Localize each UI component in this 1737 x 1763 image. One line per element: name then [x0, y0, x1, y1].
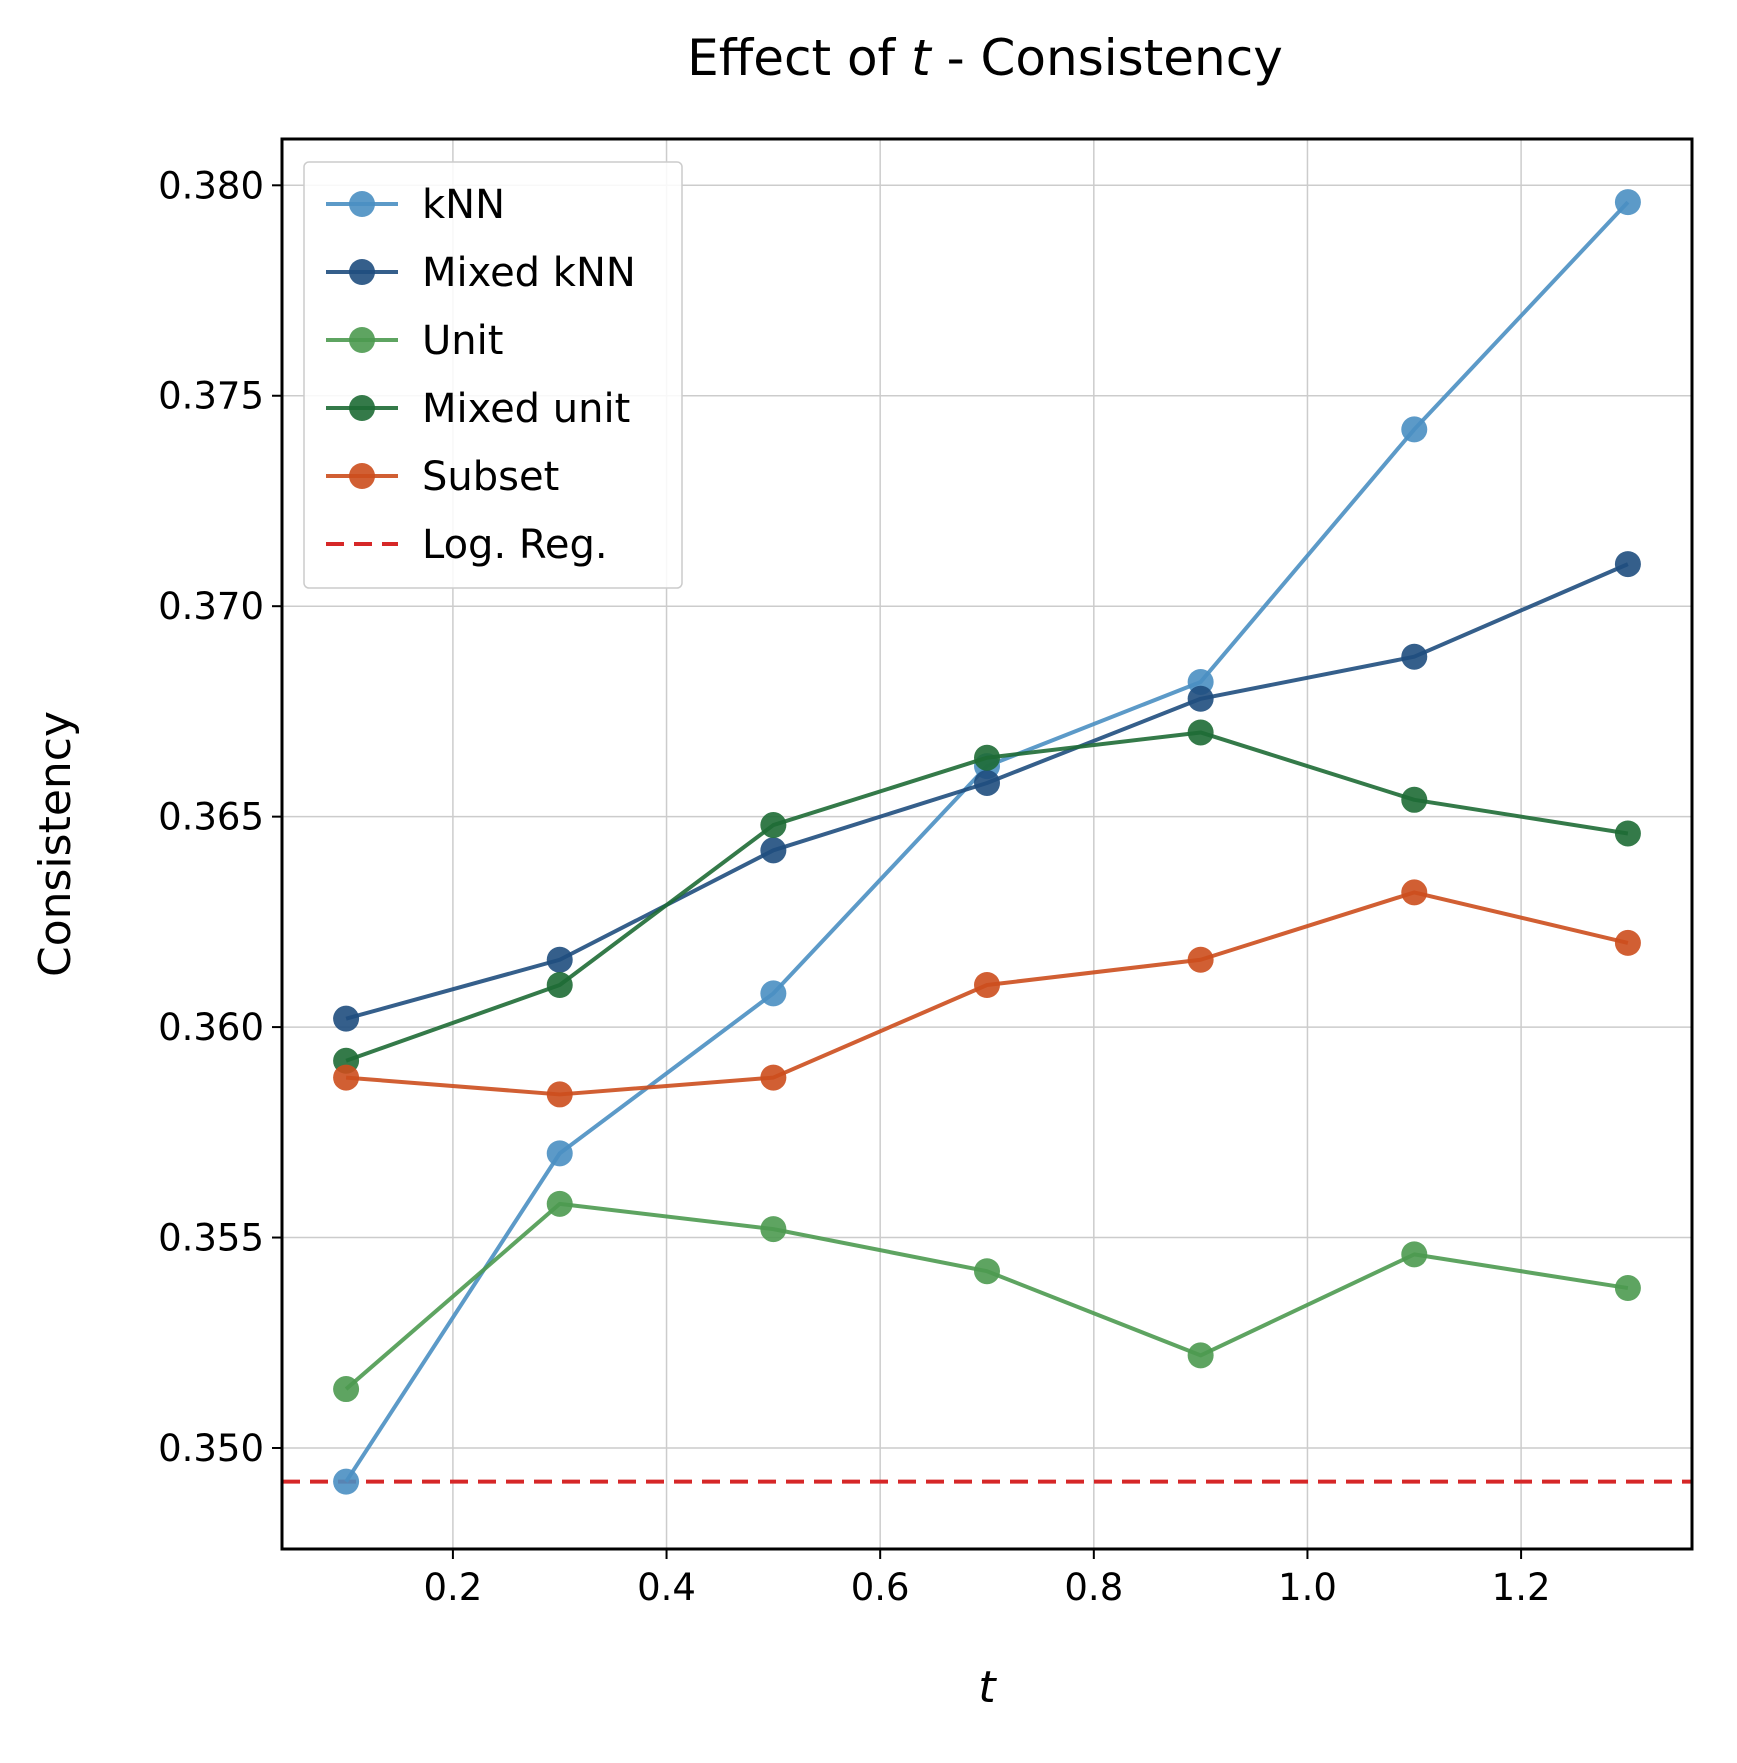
- legend-marker: [349, 395, 375, 421]
- data-point-unit: [760, 1216, 787, 1243]
- plot-frame: [280, 137, 1694, 1551]
- data-point-subset: [974, 972, 1000, 998]
- x-axis-ticks: 0.2 0.4 0.6 0.8 1.0 1.2: [423, 1549, 1551, 1609]
- data-point-knn: [546, 1140, 573, 1167]
- y-tick-label: 0.355: [158, 1217, 264, 1260]
- data-point-unit: [974, 1258, 1000, 1285]
- data-point-mixed-knn: [546, 946, 573, 973]
- data-point-mixed-unit: [1187, 719, 1214, 746]
- data-point-knn: [760, 980, 787, 1007]
- x-tick-label: 0.8: [1064, 1566, 1123, 1609]
- data-point-mixed-knn: [1614, 551, 1641, 578]
- data-point-unit: [546, 1190, 573, 1217]
- data-point-unit: [1614, 1275, 1641, 1302]
- data-point-mixed-unit: [1614, 820, 1641, 847]
- series-subset: [333, 879, 1641, 1108]
- legend-marker: [349, 327, 375, 353]
- series-mixed-knn: [333, 551, 1641, 1032]
- data-point-subset: [1614, 929, 1641, 956]
- data-point-mixed-knn: [333, 1005, 360, 1032]
- x-tick-label: 0.6: [851, 1566, 910, 1609]
- data-point-subset: [333, 1064, 360, 1091]
- data-point-mixed-knn: [760, 837, 787, 864]
- legend-item-log-reg-: Log. Reg.: [326, 522, 608, 568]
- x-tick-label: 0.2: [423, 1566, 482, 1609]
- legend-marker: [349, 259, 375, 285]
- chart-title: Effect of t - Consistency: [687, 29, 1283, 87]
- legend: kNN Mixed kNN Unit Mixed unit Subset Log. Reg…: [303, 161, 683, 589]
- legend-label: Log. Reg.: [422, 522, 608, 568]
- legend-item-mixed-unit: Mixed unit: [326, 386, 630, 432]
- y-axis-ticks: 0.350 0.355 0.360 0.365 0.370 0.375 0.380: [158, 164, 282, 1470]
- series-unit: [333, 1190, 1641, 1403]
- y-tick-label: 0.360: [158, 1006, 264, 1049]
- legend-marker: [349, 463, 375, 489]
- legend-label: Mixed kNN: [422, 250, 636, 296]
- x-tick-label: 0.4: [637, 1566, 696, 1609]
- data-point-mixed-knn: [974, 769, 1000, 796]
- data-point-unit: [1187, 1342, 1214, 1369]
- legend-label: kNN: [422, 182, 505, 228]
- data-point-mixed-knn: [1187, 685, 1214, 712]
- x-tick-label: 1.0: [1278, 1566, 1337, 1609]
- data-point-unit: [333, 1376, 360, 1403]
- data-point-knn: [333, 1468, 360, 1495]
- y-tick-label: 0.365: [158, 796, 264, 839]
- legend-item-mixed-knn: Mixed kNN: [326, 250, 636, 296]
- x-tick-label: 1.2: [1492, 1566, 1551, 1609]
- data-point-mixed-unit: [974, 744, 1000, 771]
- data-point-mixed-unit: [1401, 786, 1428, 813]
- data-point-mixed-unit: [760, 812, 787, 839]
- y-tick-label: 0.350: [158, 1427, 264, 1470]
- legend-label: Subset: [422, 454, 559, 500]
- data-point-subset: [1401, 879, 1428, 906]
- data-point-unit: [1401, 1241, 1428, 1268]
- legend-label: Unit: [422, 318, 503, 364]
- legend-item-subset: Subset: [326, 454, 559, 500]
- data-point-subset: [760, 1064, 787, 1091]
- x-axis-label: t: [978, 1662, 997, 1713]
- data-point-knn: [1614, 189, 1641, 216]
- legend-marker: [349, 191, 375, 217]
- series-mixed-unit: [333, 719, 1641, 1074]
- series-lines: [333, 189, 1641, 1495]
- legend-item-knn: kNN: [326, 182, 505, 228]
- y-tick-label: 0.375: [158, 375, 264, 418]
- legend-item-unit: Unit: [326, 318, 503, 364]
- data-point-subset: [1187, 946, 1214, 973]
- data-point-mixed-unit: [546, 972, 573, 998]
- data-point-mixed-knn: [1401, 643, 1428, 670]
- data-point-subset: [546, 1081, 573, 1108]
- legend-box: [303, 161, 683, 589]
- data-point-knn: [1401, 416, 1428, 443]
- y-tick-label: 0.380: [158, 164, 264, 207]
- y-tick-label: 0.370: [158, 585, 264, 628]
- legend-label: Mixed unit: [422, 386, 630, 432]
- y-axis-label: Consistency: [30, 711, 81, 977]
